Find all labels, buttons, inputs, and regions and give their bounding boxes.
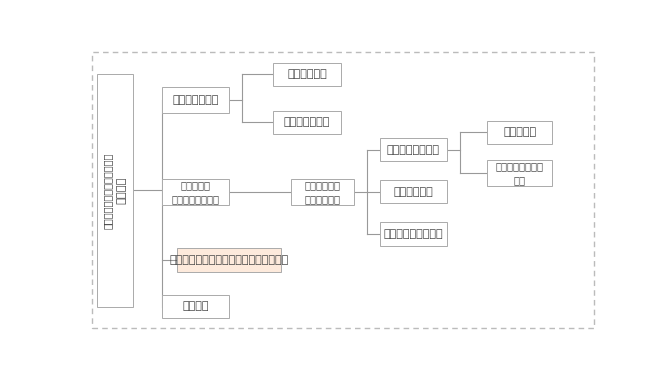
Text: 帝京大学: 帝京大学 — [116, 177, 126, 204]
FancyBboxPatch shape — [291, 179, 354, 205]
FancyBboxPatch shape — [380, 180, 448, 204]
FancyBboxPatch shape — [161, 87, 229, 113]
Text: 国際ネットワーク: 国際ネットワーク — [387, 145, 440, 155]
FancyBboxPatch shape — [161, 179, 229, 205]
FancyBboxPatch shape — [380, 222, 448, 245]
Text: 国際ネットワーク
会議: 国際ネットワーク 会議 — [496, 161, 544, 185]
Text: 国際感染症
ネットワーク部門: 国際感染症 ネットワーク部門 — [172, 180, 219, 204]
Text: 感染症研究部門: 感染症研究部門 — [172, 95, 218, 106]
FancyBboxPatch shape — [488, 121, 552, 144]
FancyBboxPatch shape — [488, 160, 552, 186]
Text: 国際講演会: 国際講演会 — [503, 127, 537, 137]
Text: 事務部門: 事務部門 — [182, 302, 208, 311]
Text: 対策国際研究: 対策国際研究 — [393, 187, 433, 197]
FancyBboxPatch shape — [178, 248, 281, 272]
Text: パンデミック
対策国際研究: パンデミック 対策国際研究 — [305, 180, 340, 204]
FancyBboxPatch shape — [273, 63, 341, 86]
FancyBboxPatch shape — [273, 110, 341, 134]
Text: アジア国際感染症制御研究所: アジア国際感染症制御研究所 — [103, 152, 113, 228]
Text: 感染症研究室: 感染症研究室 — [287, 69, 327, 79]
Text: 生体防御研究室: 生体防御研究室 — [284, 117, 330, 127]
FancyBboxPatch shape — [97, 74, 133, 307]
Text: ステムセル治療コンソーシアムブランチ: ステムセル治療コンソーシアムブランチ — [170, 255, 289, 265]
FancyBboxPatch shape — [380, 138, 448, 161]
FancyBboxPatch shape — [161, 295, 229, 318]
Text: 教育・トレーニング: 教育・トレーニング — [384, 229, 444, 239]
